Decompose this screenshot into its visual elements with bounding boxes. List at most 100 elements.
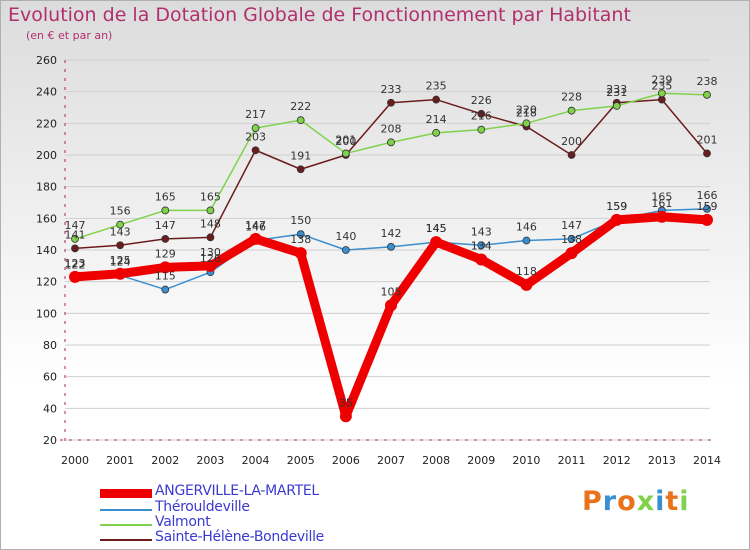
data-point bbox=[703, 204, 711, 213]
data-label: 201 bbox=[335, 133, 356, 146]
data-label: 159 bbox=[697, 200, 718, 213]
legend-label: Sainte-Hélène-Bondeville bbox=[155, 529, 324, 545]
x-tick-label: 2000 bbox=[61, 454, 89, 467]
data-label: 124 bbox=[110, 255, 131, 268]
data-label: 191 bbox=[290, 149, 311, 162]
x-tick-label: 2014 bbox=[693, 454, 721, 467]
logo-letter: o bbox=[617, 486, 637, 517]
data-label: 216 bbox=[471, 110, 492, 123]
data-point bbox=[655, 210, 668, 223]
data-label: 235 bbox=[426, 80, 447, 93]
y-tick-label: 60 bbox=[43, 371, 57, 384]
data-label: 222 bbox=[290, 100, 311, 113]
data-label: 235 bbox=[651, 80, 672, 93]
data-label: 147 bbox=[65, 219, 86, 232]
y-tick-label: 220 bbox=[36, 117, 57, 130]
data-point bbox=[206, 233, 215, 242]
data-label: 145 bbox=[426, 222, 447, 235]
data-point bbox=[339, 410, 352, 423]
data-label: 233 bbox=[381, 83, 402, 96]
x-tick-label: 2010 bbox=[512, 454, 540, 467]
data-label: 115 bbox=[155, 270, 176, 283]
data-label: 208 bbox=[381, 122, 402, 135]
data-point bbox=[341, 246, 350, 254]
y-tick-label: 120 bbox=[36, 276, 57, 289]
legend-swatch bbox=[100, 509, 152, 511]
data-point bbox=[114, 267, 127, 280]
data-label: 146 bbox=[516, 221, 537, 234]
x-tick-label: 2004 bbox=[242, 454, 270, 467]
data-label: 228 bbox=[561, 91, 582, 104]
data-point bbox=[161, 206, 170, 215]
proxiti-logo: Proxiti bbox=[582, 486, 690, 517]
data-point bbox=[430, 236, 443, 249]
data-label: 105 bbox=[381, 285, 402, 298]
data-label: 218 bbox=[516, 107, 537, 120]
data-point bbox=[387, 242, 395, 251]
y-tick-label: 260 bbox=[36, 54, 57, 67]
data-label: 148 bbox=[200, 217, 221, 230]
data-label: 238 bbox=[697, 75, 718, 88]
y-tick-label: 200 bbox=[36, 149, 57, 162]
data-point bbox=[71, 235, 79, 243]
data-point bbox=[703, 149, 711, 158]
data-label: 200 bbox=[335, 135, 356, 148]
x-tick-label: 2002 bbox=[151, 454, 179, 467]
logo-letter: x bbox=[636, 486, 656, 517]
data-point bbox=[477, 125, 486, 134]
data-label: 130 bbox=[200, 246, 221, 259]
data-label: 129 bbox=[155, 247, 176, 260]
data-label: 134 bbox=[471, 240, 492, 253]
legend-label: Thérouldeville bbox=[155, 499, 250, 515]
data-label: 150 bbox=[290, 214, 311, 227]
data-label: 138 bbox=[290, 233, 311, 246]
data-point bbox=[296, 116, 305, 125]
data-point bbox=[161, 235, 170, 243]
data-label: 165 bbox=[155, 190, 176, 203]
data-point bbox=[116, 220, 125, 229]
y-tick-label: 160 bbox=[36, 212, 57, 225]
data-label: 165 bbox=[651, 190, 672, 203]
data-point bbox=[477, 241, 486, 250]
x-tick-label: 2005 bbox=[287, 454, 315, 467]
data-point bbox=[387, 138, 395, 147]
data-label: 200 bbox=[561, 135, 582, 148]
data-label: 231 bbox=[606, 86, 627, 99]
data-label: 138 bbox=[561, 233, 582, 246]
x-tick-label: 2009 bbox=[467, 454, 495, 467]
logo-letter: i bbox=[679, 486, 690, 517]
data-point bbox=[204, 259, 217, 272]
data-point bbox=[475, 253, 488, 266]
data-label: 147 bbox=[245, 219, 266, 232]
data-point bbox=[251, 146, 260, 155]
data-point bbox=[432, 95, 441, 104]
legend-swatch bbox=[100, 539, 152, 541]
data-label: 143 bbox=[110, 225, 131, 238]
data-label: 123 bbox=[65, 257, 86, 270]
data-point bbox=[703, 90, 711, 99]
legend-label: Valmont bbox=[155, 514, 211, 530]
x-tick-label: 2006 bbox=[332, 454, 360, 467]
y-tick-label: 40 bbox=[43, 402, 57, 415]
data-label: 156 bbox=[110, 205, 131, 218]
data-point bbox=[385, 299, 397, 312]
data-label: 143 bbox=[471, 225, 492, 238]
data-label: 141 bbox=[65, 228, 86, 241]
data-point bbox=[296, 230, 305, 239]
data-point bbox=[657, 89, 666, 98]
data-label: 166 bbox=[697, 189, 718, 202]
y-tick-label: 140 bbox=[36, 244, 57, 257]
data-label: 217 bbox=[245, 108, 266, 121]
logo-letter: i bbox=[655, 486, 666, 517]
data-point bbox=[522, 236, 531, 245]
data-point bbox=[567, 106, 576, 115]
data-label: 126 bbox=[200, 252, 221, 265]
data-point bbox=[565, 247, 578, 260]
data-label: 165 bbox=[200, 190, 221, 203]
y-tick-label: 20 bbox=[43, 434, 57, 447]
axes: 20 40 60 80 100 120 140 160 180 200 220 240 260 2000 2… bbox=[36, 54, 721, 467]
legend-swatch bbox=[100, 489, 152, 498]
data-label: 159 bbox=[606, 200, 627, 213]
